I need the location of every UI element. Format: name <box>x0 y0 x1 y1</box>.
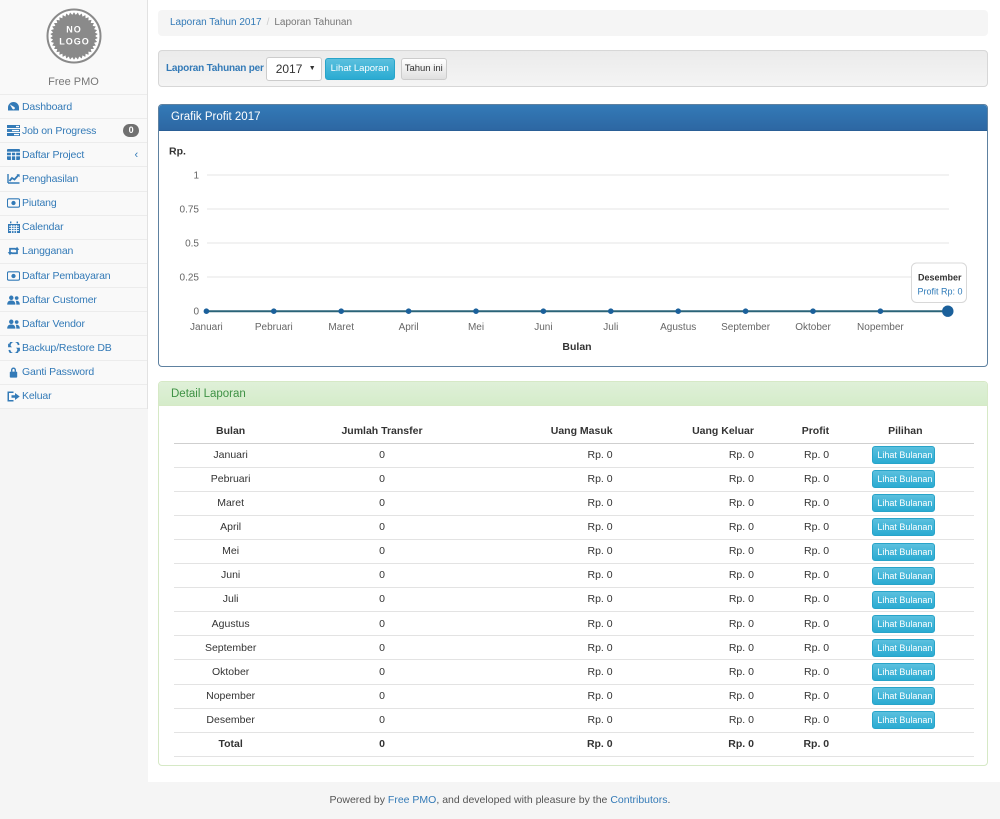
svg-text:Profit Rp: 0: Profit Rp: 0 <box>918 287 963 297</box>
svg-text:0.25: 0.25 <box>180 273 200 284</box>
svg-text:Mei: Mei <box>468 322 484 333</box>
svg-text:Maret: Maret <box>328 322 354 333</box>
svg-text:LOGO: LOGO <box>59 37 90 47</box>
svg-text:Agustus: Agustus <box>660 322 696 333</box>
svg-text:0.75: 0.75 <box>180 205 200 216</box>
svg-text:Desember: Desember <box>918 273 962 283</box>
svg-text:0.5: 0.5 <box>185 239 199 250</box>
svg-text:0: 0 <box>193 307 199 318</box>
svg-text:Rp.: Rp. <box>169 146 186 158</box>
svg-text:Januari: Januari <box>190 322 223 333</box>
svg-text:1: 1 <box>193 171 199 182</box>
svg-text:Nopember: Nopember <box>857 322 904 333</box>
svg-text:Juni: Juni <box>534 322 552 333</box>
svg-text:Bulan: Bulan <box>562 341 591 353</box>
svg-text:April: April <box>399 322 419 333</box>
svg-text:Juli: Juli <box>603 322 618 333</box>
svg-text:NO: NO <box>66 25 82 35</box>
svg-text:September: September <box>721 322 771 333</box>
svg-text:Pebruari: Pebruari <box>255 322 293 333</box>
svg-text:Oktober: Oktober <box>795 322 831 333</box>
